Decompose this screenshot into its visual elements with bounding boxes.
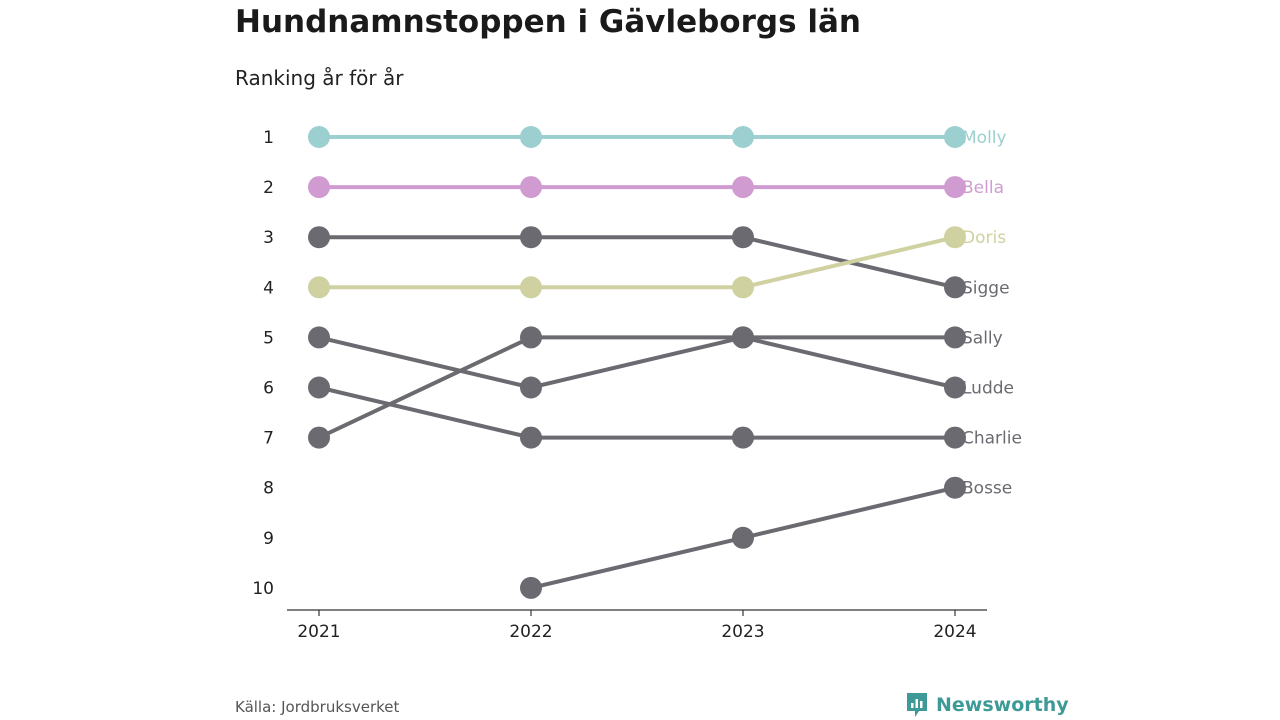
y-tick-label: 1 — [263, 128, 274, 148]
data-point-molly — [944, 126, 966, 148]
data-point-doris — [944, 226, 966, 249]
series-line-doris — [319, 235, 956, 290]
series-label-sigge: Sigge — [962, 278, 1010, 298]
data-point-sally — [520, 326, 542, 349]
y-tick-label: 4 — [263, 278, 274, 298]
y-tick-label: 8 — [263, 479, 274, 499]
series-lines — [318, 135, 956, 590]
series-line-charlie — [318, 385, 955, 440]
brand-logo[interactable]: Newsworthy — [905, 691, 1069, 719]
data-point-bella — [520, 176, 542, 199]
data-point-ludde — [732, 326, 754, 349]
data-point-sally — [944, 326, 966, 349]
y-tick-label: 5 — [263, 328, 274, 348]
y-tick-label: 2 — [263, 178, 274, 198]
data-point-bosse — [520, 576, 542, 599]
bump-chart: 2021 2022 2023 2024 1 2 3 4 5 6 7 8 9 10 Sigge Sally Lu… — [252, 126, 1022, 642]
y-tick-label: 7 — [263, 429, 274, 449]
data-point-sigge — [520, 226, 542, 249]
data-point-sally — [308, 426, 330, 449]
data-point-doris — [520, 276, 542, 299]
newsworthy-logo-icon — [907, 693, 927, 717]
data-point-molly — [308, 126, 330, 148]
data-point-bella — [308, 176, 330, 199]
data-point-sigge — [308, 226, 330, 249]
y-tick-label: 6 — [263, 379, 274, 399]
series-label-ludde: Ludde — [962, 379, 1014, 399]
series-line-sally — [318, 335, 955, 440]
data-point-doris — [732, 276, 754, 299]
data-point-bella — [944, 176, 966, 199]
brand-name: Newsworthy — [936, 694, 1069, 716]
data-point-bosse — [944, 476, 966, 499]
chart-subtitle: Ranking år för år — [235, 66, 404, 90]
series-label-bosse: Bosse — [962, 479, 1012, 499]
data-point-ludde — [520, 376, 542, 399]
series-line-ludde — [318, 335, 956, 390]
data-point-charlie — [732, 426, 754, 449]
series-label-charlie: Charlie — [962, 429, 1022, 449]
data-point-doris — [308, 276, 330, 299]
source-note: Källa: Jordbruksverket — [235, 698, 400, 716]
series-label-doris: Doris — [962, 228, 1006, 248]
data-point-charlie — [944, 426, 966, 449]
data-point-bella — [732, 176, 754, 199]
y-tick-label: 3 — [263, 228, 274, 248]
series-label-bella: Bella — [962, 178, 1004, 198]
data-point-molly — [732, 126, 754, 148]
data-point-sigge — [732, 226, 754, 249]
data-point-molly — [520, 126, 542, 148]
data-point-charlie — [308, 376, 330, 399]
data-point-charlie — [520, 426, 542, 449]
chart-title: Hundnamnstoppen i Gävleborgs län — [235, 4, 861, 40]
y-tick-label: 9 — [263, 529, 274, 549]
x-tick-label: 2022 — [509, 622, 552, 642]
series-label-sally: Sally — [962, 328, 1003, 348]
series-label-molly: Molly — [962, 128, 1007, 148]
y-tick-label: 10 — [252, 579, 274, 599]
x-tick-label: 2023 — [721, 622, 764, 642]
chart-axes: 2021 2022 2023 2024 1 2 3 4 5 6 7 8 9 10 — [252, 128, 987, 642]
series-labels: Sigge Sally Ludde Charlie Bosse Molly Bella Dor… — [962, 128, 1022, 499]
data-point-ludde — [308, 326, 330, 349]
data-point-sigge — [944, 276, 966, 299]
data-point-ludde — [944, 376, 966, 399]
series-line-sigge — [319, 235, 956, 290]
series-points — [308, 126, 966, 599]
data-point-bosse — [732, 526, 754, 549]
x-tick-label: 2021 — [297, 622, 340, 642]
x-tick-label: 2024 — [933, 622, 976, 642]
